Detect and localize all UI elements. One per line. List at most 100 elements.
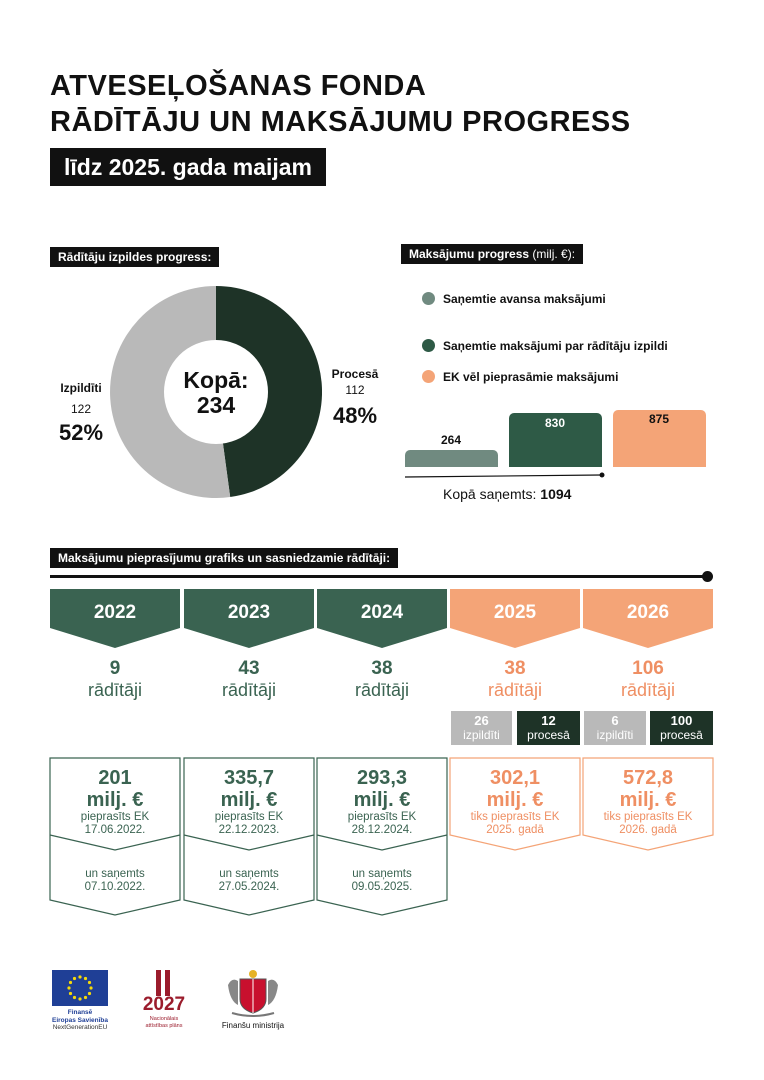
- eu-funding-line-3: NextGenerationEU: [52, 1024, 108, 1031]
- legend-dot-icon: [422, 339, 435, 352]
- card-2022-received: un saņemts: [85, 868, 145, 880]
- total-received: Kopā saņemts: 1094: [443, 486, 571, 502]
- card-2024-request-date: 28.12.2024.: [351, 824, 413, 836]
- bar-value-received: 830: [544, 416, 566, 430]
- payment-bar-advance: [405, 450, 498, 467]
- year-2022: 2022: [93, 602, 137, 623]
- year-banner-2025: [450, 589, 580, 648]
- indicator-label-2025: rādītāji: [487, 680, 543, 700]
- card-2023-amount: 335,7: [223, 767, 275, 789]
- year-2024: 2024: [360, 602, 404, 623]
- card-2025-unit: milj. €: [486, 789, 544, 811]
- card-outline-2022: [49, 757, 181, 916]
- indicators-heading: Rādītāju izpildes progress:: [50, 247, 220, 267]
- card-2025-request-year: 2025. gadā: [486, 824, 544, 836]
- card-2023-request-date: 22.12.2023.: [218, 824, 280, 836]
- ministry-name: Finanšu ministrija: [221, 1021, 285, 1030]
- timeline-end-dot: [702, 571, 713, 582]
- card-2024: 293,3 milj. € pieprasīts EK 28.12.2024. …: [317, 767, 447, 894]
- nap-logo-icon: [150, 970, 178, 996]
- card-outline-2023: [183, 757, 315, 916]
- total-received-value: 1094: [540, 486, 572, 502]
- donut-hole: [164, 340, 268, 444]
- card-divider-2023: [183, 834, 315, 851]
- eu-flag-icon: [52, 970, 108, 1006]
- total-bracket: [404, 472, 605, 478]
- nap-line-2: attīstības plāns: [145, 1022, 183, 1029]
- card-2022-request-date: 17.06.2022.: [84, 824, 146, 836]
- card-2026-request: tiks pieprasīts EK: [603, 811, 693, 823]
- card-2025-amount: 302,1: [489, 767, 541, 789]
- process-pill-2025: 12 procesā: [517, 711, 580, 745]
- donut-segment-in-progress: [216, 286, 322, 498]
- card-outline-2026: [582, 757, 714, 851]
- indicator-count-2022: 9: [109, 658, 121, 679]
- amount-cards: [49, 757, 714, 916]
- title-line-1: ATVESEĻOŠANAS FONDA: [50, 70, 427, 102]
- card-2023-received-date: 27.05.2024.: [218, 881, 280, 893]
- legend-advance-label: Saņemtie avansa maksājumi: [443, 292, 606, 306]
- legend-pending: EK vēl pieprasāmie maksājumi: [422, 366, 618, 388]
- eu-funding-text: Finansē Eiropas Savienība NextGeneration…: [40, 1009, 120, 1032]
- done-pill-2026-label: izpildīti: [596, 728, 634, 742]
- card-2023-request: pieprasīts EK: [214, 811, 284, 823]
- process-pill-2025-count: 12: [541, 713, 556, 728]
- year-banners: [50, 589, 713, 648]
- schedule-heading: Maksājumu pieprasījumu grafiks un sasnie…: [50, 548, 399, 568]
- legend-dot-icon: [422, 370, 435, 383]
- donut-center-value: 234: [196, 392, 236, 418]
- payments-heading-text: Maksājumu progress: [409, 247, 530, 261]
- indicator-label-2022: rādītāji: [87, 680, 143, 700]
- year-banner-2026: [583, 589, 713, 648]
- indicator-label-2026: rādītāji: [620, 680, 676, 700]
- year-banner-2023: [184, 589, 314, 648]
- donut-center-label: Kopā:: [183, 367, 249, 393]
- indicator-label-2023: rādītāji: [221, 680, 277, 700]
- card-2024-amount: 293,3: [356, 767, 408, 789]
- done-pill-2026-count: 6: [611, 713, 619, 728]
- bar-value-advance: 264: [440, 433, 462, 447]
- card-2022-request: pieprasīts EK: [80, 811, 150, 823]
- title-line-2: RĀDĪTĀJU UN MAKSĀJUMU PROGRESS: [50, 106, 631, 138]
- card-2025: 302,1 milj. € tiks pieprasīts EK 2025. g…: [450, 767, 580, 837]
- eu-funding-line-1: Finansē: [67, 1009, 93, 1016]
- indicator-label-2024: rādītāji: [354, 680, 410, 700]
- legend-indicator-payments: Saņemtie maksājumi par rādītāju izpildi: [422, 335, 668, 357]
- card-outline-2025: [449, 757, 581, 851]
- indicator-count-2026: 106: [632, 658, 664, 679]
- payments-heading-unit: (milj. €):: [532, 247, 576, 261]
- card-divider-2022: [49, 834, 181, 851]
- card-2022: 201 milj. € pieprasīts EK 17.06.2022. un…: [50, 767, 180, 894]
- year-2026: 2026: [626, 602, 670, 623]
- card-2024-received: un saņemts: [352, 868, 412, 880]
- indicator-count-2023: 43: [238, 658, 260, 679]
- card-2026-amount: 572,8: [622, 767, 674, 789]
- year-banner-2024: [317, 589, 447, 648]
- page-title: ATVESEĻOŠANAS FONDA RĀDĪTĀJU UN MAKSĀJUM…: [50, 68, 631, 140]
- card-2024-unit: milj. €: [353, 789, 411, 811]
- card-2024-request: pieprasīts EK: [347, 811, 417, 823]
- nap-text: Nacionālais attīstības plāns: [136, 1016, 192, 1029]
- process-pill-2026-count: 100: [670, 713, 693, 728]
- card-divider-2024: [316, 834, 448, 851]
- legend-advance: Saņemtie avansa maksājumi: [422, 288, 606, 310]
- card-2022-unit: milj. €: [86, 789, 144, 811]
- nap-line-1: Nacionālais: [149, 1016, 179, 1022]
- legend-pending-label: EK vēl pieprasāmie maksājumi: [443, 370, 619, 384]
- nap-year: 2027: [142, 994, 186, 1015]
- card-2023-unit: milj. €: [220, 789, 278, 811]
- card-outline-2024: [316, 757, 448, 916]
- indicators-donut: [110, 286, 322, 498]
- indicator-count-2025: 38: [504, 658, 526, 679]
- progress-label: Procesā: [331, 367, 379, 381]
- card-2025-request: tiks pieprasīts EK: [470, 811, 560, 823]
- coat-of-arms-icon: [228, 970, 278, 1017]
- process-pill-2025-label: procesā: [527, 728, 570, 742]
- payment-bar-pending: [613, 410, 706, 467]
- done-percent: 52%: [58, 420, 104, 445]
- card-2022-received-date: 07.10.2022.: [84, 881, 146, 893]
- card-2026: 572,8 milj. € tiks pieprasīts EK 2026. g…: [583, 767, 713, 837]
- done-pill-2025-count: 26: [474, 713, 489, 728]
- progress-percent: 48%: [332, 403, 378, 428]
- year-banner-2022: [50, 589, 180, 648]
